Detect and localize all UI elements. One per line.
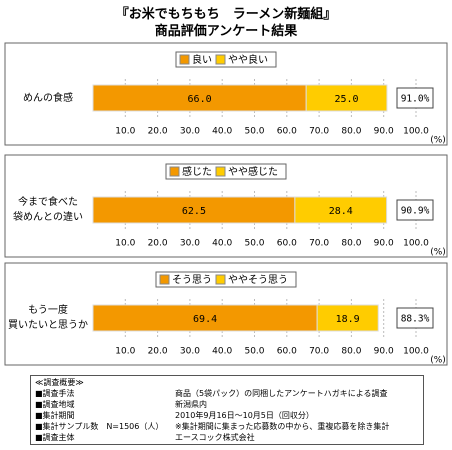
- x-tick-label: 50.0: [244, 347, 264, 357]
- legend-box: [175, 51, 277, 68]
- legend-swatch: [169, 166, 180, 177]
- x-tick-label: 90.0: [374, 127, 394, 137]
- survey-box: ≪調査概要≫ ■調査手法 商品（5袋パック）の同梱したアンケートハガキによる調査 ■…: [30, 375, 424, 445]
- x-tick-label: 60.0: [277, 347, 297, 357]
- legend-swatch: [159, 274, 170, 285]
- survey-row: ■集計期間 2010年9月16日～10月5日（回収分）: [35, 410, 419, 421]
- survey-value: 2010年9月16日～10月5日（回収分）: [175, 411, 314, 420]
- x-tick-label: 50.0: [244, 239, 264, 249]
- survey-item: ■集計サンプル数 N=1506（人）: [35, 422, 164, 431]
- legend-swatch: [179, 54, 190, 65]
- survey-row: ■調査地域 新潟県内: [35, 399, 419, 410]
- survey-heading: ≪調査概要≫: [35, 378, 84, 387]
- x-tick-label: 90.0: [374, 239, 394, 249]
- total-box: [396, 87, 434, 109]
- x-tick-label: 60.0: [277, 239, 297, 249]
- x-tick-label: 30.0: [180, 347, 200, 357]
- survey-value: 商品（5袋パック）の同梱したアンケートハガキによる調査: [175, 389, 388, 398]
- x-tick-label: 30.0: [180, 239, 200, 249]
- legend-label: やや良い: [228, 53, 268, 66]
- legend-label: そう思う: [172, 274, 212, 286]
- survey-item: ■集計期間: [35, 411, 75, 420]
- legend-box: [155, 271, 297, 288]
- legend-swatch: [215, 54, 226, 65]
- legend-label: 感じた: [182, 165, 212, 178]
- x-tick-label: 80.0: [341, 347, 361, 357]
- x-tick-label: 100.0: [403, 347, 429, 357]
- category-label: 今まで食べた 袋めんとの違い: [13, 197, 83, 223]
- survey-row: ■調査手法 商品（5袋パック）の同梱したアンケートハガキによる調査: [35, 388, 419, 399]
- legend-label: ややそう思う: [228, 274, 288, 286]
- value-label: 18.9: [336, 314, 360, 325]
- x-tick-label: 10.0: [115, 347, 135, 357]
- x-tick-label: 20.0: [148, 127, 168, 137]
- x-tick-label: 100.0: [403, 127, 429, 137]
- survey-row: ■集計サンプル数 N=1506（人） ※集計期間に集まった応募数の中から、重複応募…: [35, 421, 419, 432]
- survey-value: ※集計期間に集まった応募数の中から、重複応募を除き集計: [175, 422, 390, 431]
- survey-row: ■調査主体 エースコック株式会社: [35, 432, 419, 443]
- category-label: もう一度 買いたいと思うか: [8, 305, 88, 331]
- category-label: めんの食感: [23, 92, 73, 104]
- x-tick-label: 90.0: [374, 347, 394, 357]
- unit-label: (%): [430, 136, 446, 146]
- total-label: 91.0%: [401, 94, 430, 105]
- survey-item: ■調査手法: [35, 389, 75, 398]
- x-tick-label: 30.0: [180, 127, 200, 137]
- x-tick-label: 60.0: [277, 127, 297, 137]
- survey-table: ≪調査概要≫ ■調査手法 商品（5袋パック）の同梱したアンケートハガキによる調査 ■…: [35, 377, 419, 443]
- total-label: 90.9%: [401, 206, 430, 217]
- x-tick-label: 100.0: [403, 239, 429, 249]
- total-box: [396, 307, 434, 329]
- legend-swatch: [215, 274, 226, 285]
- x-tick-label: 40.0: [212, 239, 232, 249]
- value-label: 25.0: [335, 94, 359, 105]
- bar-segment: [92, 196, 296, 224]
- x-tick-label: 50.0: [244, 127, 264, 137]
- x-tick-label: 40.0: [212, 127, 232, 137]
- x-tick-label: 10.0: [115, 239, 135, 249]
- value-label: 66.0: [188, 94, 212, 105]
- bar-segment: [92, 304, 318, 332]
- unit-label: (%): [430, 356, 446, 366]
- value-label: 28.4: [329, 206, 353, 217]
- legend-label: やや感じた: [228, 165, 278, 178]
- survey-item: ■調査主体: [35, 433, 75, 442]
- x-tick-label: 70.0: [309, 127, 329, 137]
- title-line: 『お米でもちもち ラーメン新麺組』: [115, 7, 337, 22]
- value-label: 69.4: [193, 314, 217, 325]
- survey-item: ■調査地域: [35, 400, 75, 409]
- survey-value: エースコック株式会社: [175, 433, 255, 442]
- legend-box: [165, 163, 287, 180]
- x-tick-label: 20.0: [148, 239, 168, 249]
- x-tick-label: 40.0: [212, 347, 232, 357]
- x-tick-label: 20.0: [148, 347, 168, 357]
- legend-swatch: [215, 166, 226, 177]
- x-tick-label: 70.0: [309, 239, 329, 249]
- bar-segment: [305, 84, 388, 112]
- survey-value: 新潟県内: [175, 400, 207, 409]
- bar-segment: [294, 196, 388, 224]
- title-line: 商品評価アンケート結果: [154, 24, 298, 39]
- bar-segment: [316, 304, 379, 332]
- legend-label: 良い: [192, 53, 212, 66]
- total-label: 88.3%: [401, 314, 430, 325]
- x-tick-label: 80.0: [341, 127, 361, 137]
- value-label: 62.5: [182, 206, 206, 217]
- x-tick-label: 80.0: [341, 239, 361, 249]
- x-tick-label: 70.0: [309, 347, 329, 357]
- total-box: [396, 199, 434, 221]
- charts: 良い やや良い 10.0 20.0 30.0 40.0 50.0 60.0 70.0 80.0 90…: [4, 42, 448, 366]
- unit-label: (%): [430, 248, 446, 258]
- x-tick-label: 10.0: [115, 127, 135, 137]
